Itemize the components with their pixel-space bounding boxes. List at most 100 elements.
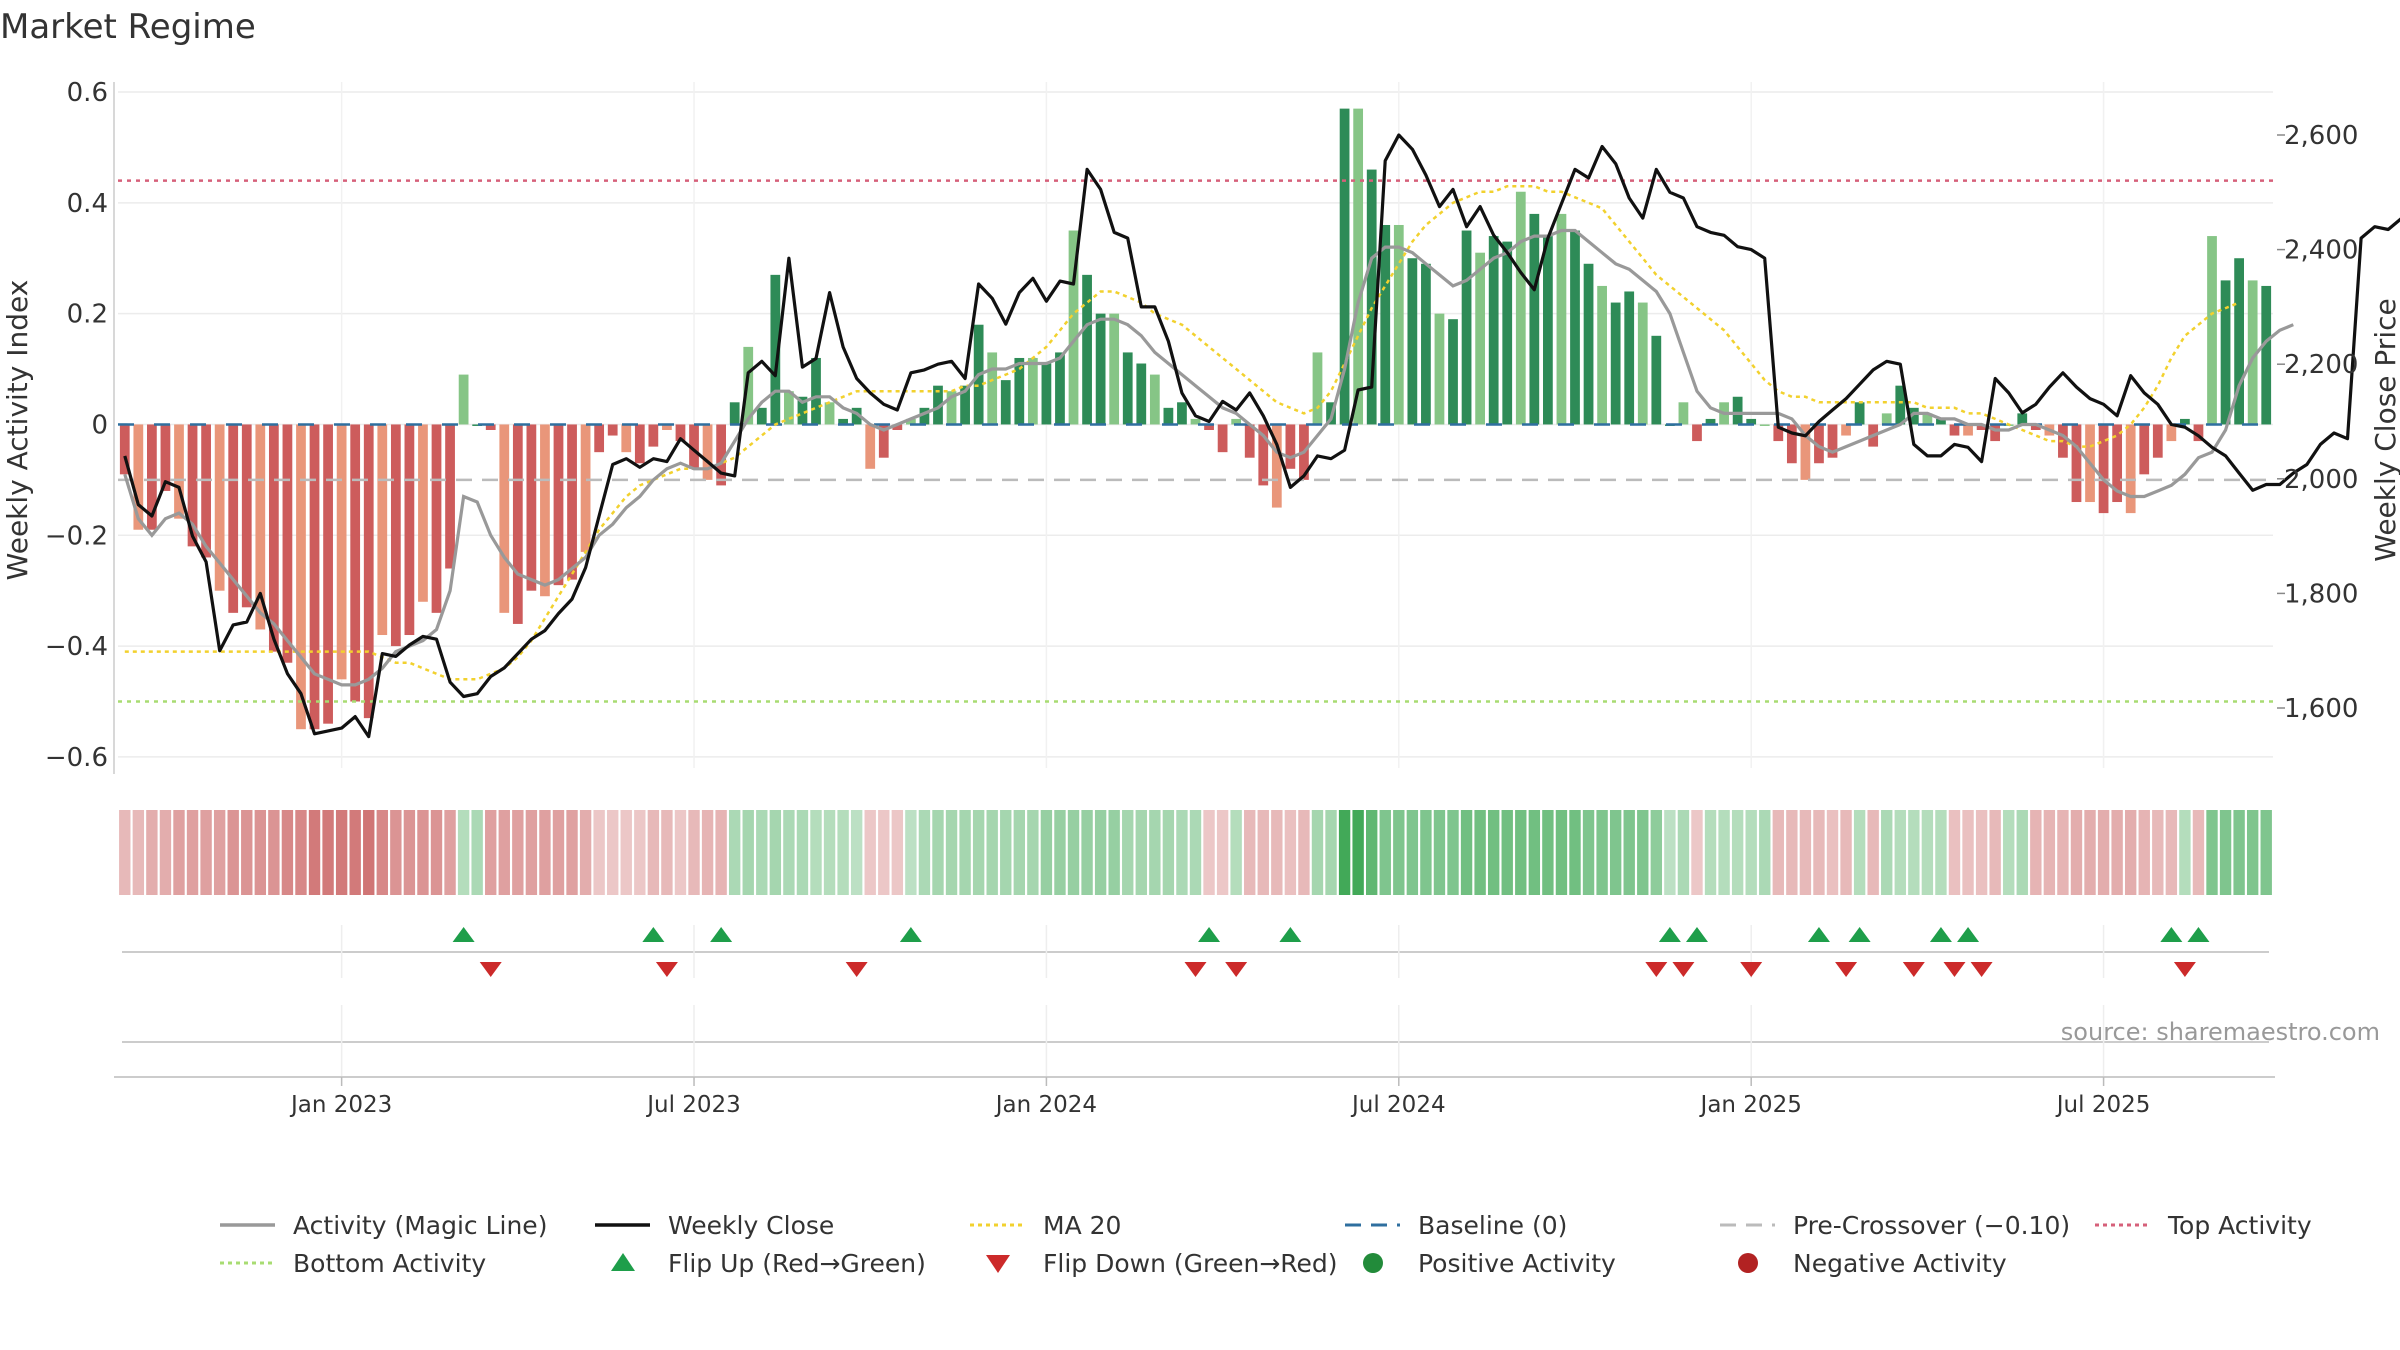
regime-cell	[1149, 810, 1161, 895]
activity-bar	[1366, 169, 1377, 425]
regime-cell	[756, 810, 768, 895]
activity-bar	[2234, 258, 2244, 425]
regime-cell	[403, 810, 416, 895]
regime-cell	[878, 810, 890, 895]
regime-cell	[1054, 810, 1066, 895]
activity-bar	[2152, 424, 2163, 458]
flip-up-marker	[642, 927, 665, 942]
activity-bar	[770, 274, 781, 425]
magic-line	[123, 228, 2294, 687]
flip-up-marker	[1957, 927, 1980, 942]
activity-bar	[648, 424, 659, 447]
activity-bar	[445, 424, 455, 569]
legend-dot-icon	[1738, 1253, 1758, 1273]
legend-label: Baseline (0)	[1418, 1211, 1567, 1240]
regime-cell	[1311, 810, 1324, 895]
activity-bar	[1732, 396, 1743, 425]
activity-bar	[1881, 413, 1892, 425]
activity-bar	[729, 402, 740, 425]
activity-bar	[1949, 424, 1960, 436]
x-tick-label: Jan 2023	[289, 1092, 392, 1118]
activity-bar	[1624, 291, 1635, 425]
regime-cell	[2043, 810, 2056, 895]
activity-bar	[1244, 424, 1255, 458]
activity-bar	[1095, 313, 1106, 425]
regime-cell	[1555, 810, 1568, 895]
regime-cell	[1284, 810, 1297, 895]
activity-bar	[1990, 424, 2001, 442]
right-tick-label: 2,000	[2284, 465, 2358, 495]
activity-bar	[1773, 424, 1784, 442]
regime-cell	[1338, 810, 1351, 895]
left-tick-label: 0	[91, 410, 108, 440]
activity-bar	[1109, 313, 1120, 425]
regime-cell	[268, 810, 280, 895]
x-tick-label: Jan 2024	[994, 1092, 1097, 1118]
regime-cell	[1935, 810, 1947, 895]
activity-bar	[1651, 335, 1662, 425]
activity-bar	[1583, 263, 1594, 425]
regime-cell	[959, 810, 971, 895]
regime-cell	[227, 810, 239, 895]
activity-bar	[1827, 424, 1838, 458]
legend-item: Top Activity	[2095, 1211, 2312, 1240]
flip-up-marker	[899, 927, 922, 942]
activity-bar	[1814, 424, 1824, 464]
regime-cell	[1623, 810, 1635, 895]
regime-cell	[1379, 810, 1391, 895]
activity-bar	[282, 424, 293, 663]
regime-cell	[2165, 810, 2178, 895]
legend-label: Flip Up (Red→Green)	[668, 1249, 926, 1278]
activity-bar	[1488, 236, 1499, 425]
legend-label: Weekly Close	[668, 1211, 834, 1240]
activity-bar	[1692, 424, 1702, 442]
activity-bar	[946, 391, 957, 425]
source-note: source: sharemaestro.com	[2061, 1018, 2380, 1046]
left-axis: 0.6 0.4 0.2 0 −0.2 −0.4 −0.6	[45, 78, 115, 774]
regime-cell	[498, 810, 510, 895]
activity-bar	[418, 424, 428, 602]
legend-dot-icon	[1363, 1253, 1383, 1273]
regime-cell	[376, 810, 388, 895]
regime-cell	[1135, 810, 1147, 895]
regime-cell	[674, 810, 687, 895]
flip-down-marker	[655, 962, 678, 977]
activity-bars	[119, 108, 2272, 730]
activity-bar	[1393, 224, 1404, 425]
flip-up-marker	[1658, 927, 1681, 942]
regime-cell	[2124, 810, 2137, 895]
activity-bar	[689, 424, 699, 469]
flip-down-marker	[479, 962, 502, 977]
legend-item: MA 20	[970, 1211, 1121, 1240]
regime-cell	[1189, 810, 1202, 895]
regime-cell	[146, 810, 158, 895]
activity-bar	[743, 346, 754, 425]
regime-cell	[728, 810, 741, 895]
regime-cell	[254, 810, 267, 895]
regime-cell	[390, 810, 402, 895]
regime-cell	[1786, 810, 1798, 895]
regime-cell	[1393, 810, 1405, 895]
activity-bar	[716, 424, 727, 486]
flip-down-marker	[845, 962, 868, 977]
regime-cell	[512, 810, 524, 895]
regime-cell	[986, 810, 998, 895]
activity-bar	[1515, 191, 1526, 425]
legend-label: Activity (Magic Line)	[293, 1211, 547, 1240]
activity-bar	[1461, 230, 1472, 425]
activity-bar	[607, 424, 618, 436]
activity-bar	[1570, 230, 1580, 425]
regime-cell	[1569, 810, 1581, 895]
regime-cell	[417, 810, 429, 895]
regime-cell	[2206, 810, 2218, 895]
regime-cell	[2084, 810, 2096, 895]
activity-bar	[1746, 418, 1757, 425]
regime-cell	[1881, 810, 1893, 895]
x-axis: Jan 2023 Jul 2023 Jan 2024 Jul 2024 Jan 2025…	[114, 1076, 2275, 1118]
regime-cell	[2179, 810, 2191, 895]
flip-up-marker	[452, 927, 475, 942]
regime-cell	[932, 810, 944, 895]
activity-bar	[1895, 385, 1906, 425]
activity-bar	[1149, 374, 1160, 425]
regime-cell	[593, 810, 605, 895]
